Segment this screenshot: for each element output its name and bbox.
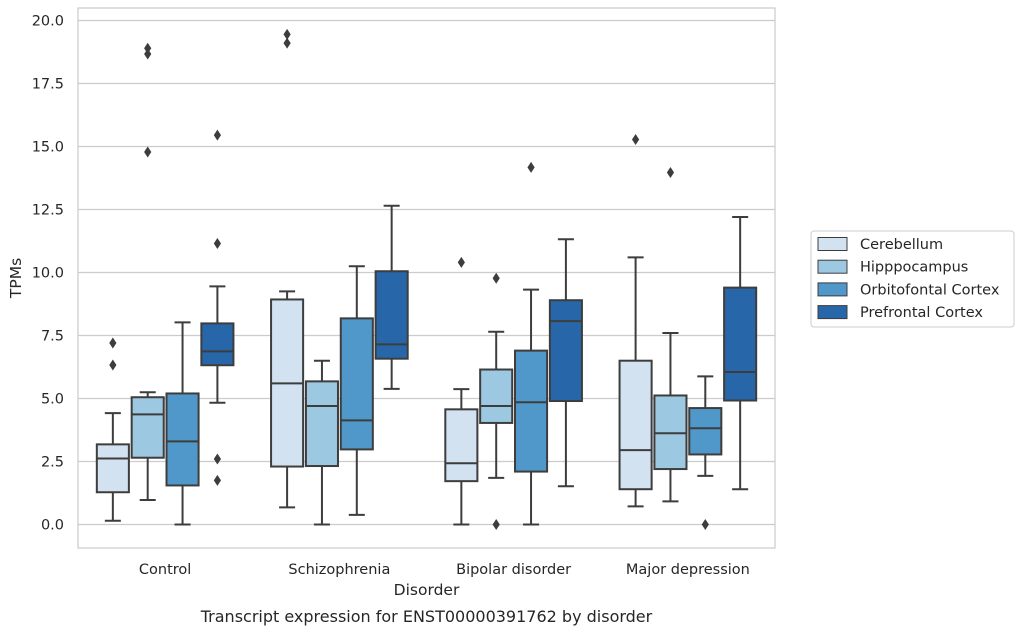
outlier-point [666,166,675,178]
outlier-point [527,161,535,173]
y-tick-label: 10.0 [32,266,64,282]
outlier-point [213,238,221,250]
x-tick-label: Control [139,562,191,578]
legend-label: Orbitofontal Cortex [860,282,1000,298]
legend-swatch [817,282,848,297]
outlier-point [109,337,117,349]
box-series [95,28,758,530]
outlier-point [283,37,291,49]
box-orbitofontal-cortex [339,265,374,516]
box-iqr [339,317,374,451]
y-tick-label: 7.5 [41,329,64,345]
y-tick-label: 12.5 [32,203,64,219]
outlier-point [701,519,709,530]
y-tick-label: 5.0 [41,392,64,408]
box-hipppocampus [479,272,514,530]
outlier-point [144,48,152,60]
legend-frame [810,230,1015,328]
outlier-point [492,272,500,284]
x-tick-labels: Control Schizophrenia Bipolar disorder Majo… [139,562,750,578]
box-hipppocampus [130,42,165,502]
legend-swatch [817,305,848,320]
y-tick-label: 17.5 [32,77,64,93]
legend: Cerebellum Hipppocampus Orbitofontal Corte… [810,230,1015,328]
outlier-point [144,146,152,158]
outlier-point [457,256,465,268]
y-axis-title: TPMs [7,258,25,299]
outlier-point [283,28,291,40]
box-iqr [444,408,479,483]
y-tick-label: 0.0 [41,518,64,534]
outlier-point [492,519,500,530]
outlier-point [109,359,117,371]
box-iqr [479,368,514,424]
x-tick-label: Bipolar disorder [456,562,571,578]
box-cerebellum [618,133,653,508]
box-iqr [723,286,758,402]
legend-swatch [817,259,848,274]
box-hipppocampus [304,359,339,526]
box-iqr [95,443,130,494]
x-tick-label: Major depression [626,562,750,578]
box-prefrontal-cortex [723,216,758,491]
legend-label: Cerebellum [860,237,943,253]
box-prefrontal-cortex [374,204,409,390]
y-tick-labels: 0.0 2.5 5.0 7.5 10.0 12.5 15.0 17.5 20.0 [32,14,64,534]
y-tick-label: 20.0 [32,14,64,30]
box-iqr [200,322,235,367]
box-orbitofontal-cortex [688,375,723,530]
outlier-point [213,129,221,141]
chart-caption: Transcript expression for ENST0000039176… [200,607,653,626]
x-axis-title: Disorder [394,581,460,599]
box-iqr [374,270,409,360]
box-prefrontal-cortex [548,238,583,488]
y-tick-label: 15.0 [32,140,64,156]
box-cerebellum [95,337,130,522]
box-iqr [548,299,583,403]
outlier-point [632,133,640,145]
box-iqr [304,380,339,468]
legend-label: Hipppocampus [860,260,968,276]
box-iqr [688,407,723,456]
box-cerebellum [270,28,305,509]
box-iqr [653,394,688,471]
box-iqr [514,349,549,473]
x-tick-label: Schizophrenia [288,562,390,578]
box-iqr [618,359,653,491]
box-cerebellum [444,256,479,526]
box-iqr [130,396,165,459]
box-hipppocampus [653,166,688,503]
box-orbitofontal-cortex [514,161,549,526]
box-iqr [165,392,200,487]
box-orbitofontal-cortex [165,321,200,526]
legend-label: Prefrontal Cortex [860,305,983,321]
y-tick-label: 2.5 [41,455,64,471]
outlier-point [213,474,221,486]
outlier-point [144,42,152,54]
outlier-point [213,453,221,465]
box-prefrontal-cortex [200,129,235,486]
plot-area-frame [77,7,776,549]
legend-swatch [817,237,848,251]
